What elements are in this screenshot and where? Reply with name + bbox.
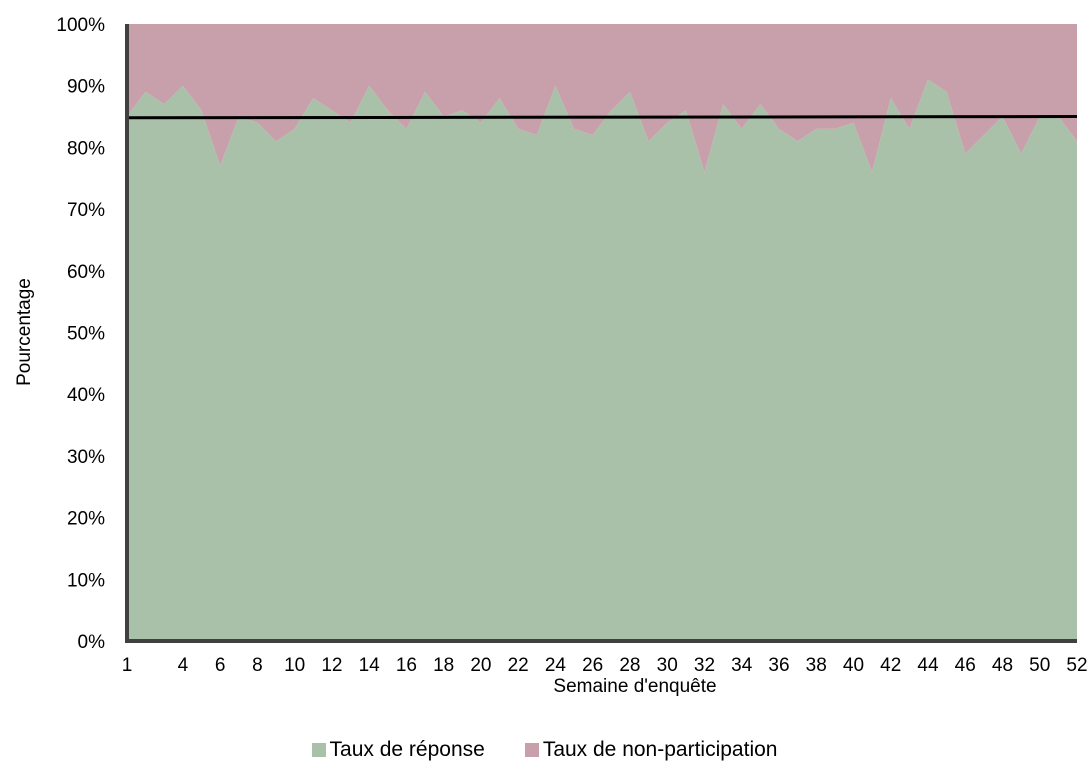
axes [125, 24, 1077, 643]
x-axis-title: Semaine d'enquête [553, 676, 716, 697]
y-axis-title: Pourcentage [14, 278, 35, 386]
x-tick-label: 10 [284, 655, 305, 676]
y-tick-label: 80% [67, 138, 105, 159]
x-tick-label: 16 [396, 655, 417, 676]
x-tick-label: 44 [917, 655, 939, 676]
trend-line [126, 115, 1078, 120]
x-tick-label: 32 [694, 655, 715, 676]
legend-item-non-participation: Taux de non-participation [524, 738, 778, 762]
x-tick-label: 1 [122, 655, 133, 676]
x-tick-label: 12 [321, 655, 342, 676]
x-tick-label: 46 [955, 655, 976, 676]
x-tick-label: 52 [1066, 655, 1087, 676]
x-tick-label: 40 [843, 655, 864, 676]
y-tick-label: 100% [56, 15, 105, 36]
x-tick-label: 14 [359, 655, 381, 676]
legend-label-non-participation: Taux de non-participation [542, 738, 778, 761]
legend-item-reponse: Taux de réponse [311, 738, 485, 762]
plot-area [127, 24, 1077, 641]
trend-line-layer [126, 115, 1078, 120]
legend-label-reponse: Taux de réponse [329, 738, 485, 761]
x-tick-label: 18 [433, 655, 454, 676]
legend-swatch-reponse [311, 743, 326, 757]
area-series-taux-de-reponse [127, 79, 1077, 641]
x-tick-label: 50 [1029, 655, 1050, 676]
legend-swatch-non-participation [524, 743, 539, 757]
x-tick-label: 26 [582, 655, 603, 676]
x-tick-label: 22 [508, 655, 529, 676]
x-tick-label: 36 [768, 655, 789, 676]
y-tick-label: 20% [67, 509, 105, 530]
y-tick-label: 50% [67, 324, 105, 345]
legend: Taux de réponse Taux de non-participatio… [0, 735, 1089, 765]
y-tick-label: 40% [67, 385, 105, 406]
y-tick-label: 90% [67, 77, 105, 98]
x-tick-label: 8 [252, 655, 263, 676]
y-tick-label: 60% [67, 262, 105, 283]
y-tick-label: 0% [78, 632, 106, 653]
area-series-taux-de-non-participation [127, 24, 1077, 173]
y-tick-label: 70% [67, 200, 105, 221]
x-tick-label: 24 [545, 655, 567, 676]
x-tick-label: 20 [470, 655, 491, 676]
x-tick-labels: 1 4 6 8 10 12 14 16 18 20 22 24 26 28 30 32 34 36 38 40 42 44… [122, 655, 1088, 676]
x-tick-label: 34 [731, 655, 753, 676]
x-tick-label: 38 [806, 655, 827, 676]
x-tick-label: 48 [992, 655, 1013, 676]
x-tick-label: 6 [215, 655, 226, 676]
x-tick-label: 4 [178, 655, 189, 676]
area-chart: 0%10%20%30%40%50%60%70%80%90%100% 1 4 6 8 10… [14, 15, 1088, 697]
x-tick-label: 42 [880, 655, 901, 676]
y-tick-labels: 0% 10% 20% 30% 40% 50% 60% 70% 80% 90% 100% [56, 15, 105, 653]
y-tick-label: 30% [67, 447, 105, 468]
x-tick-label: 28 [619, 655, 640, 676]
y-tick-label: 10% [67, 570, 105, 591]
x-tick-label: 30 [657, 655, 678, 676]
